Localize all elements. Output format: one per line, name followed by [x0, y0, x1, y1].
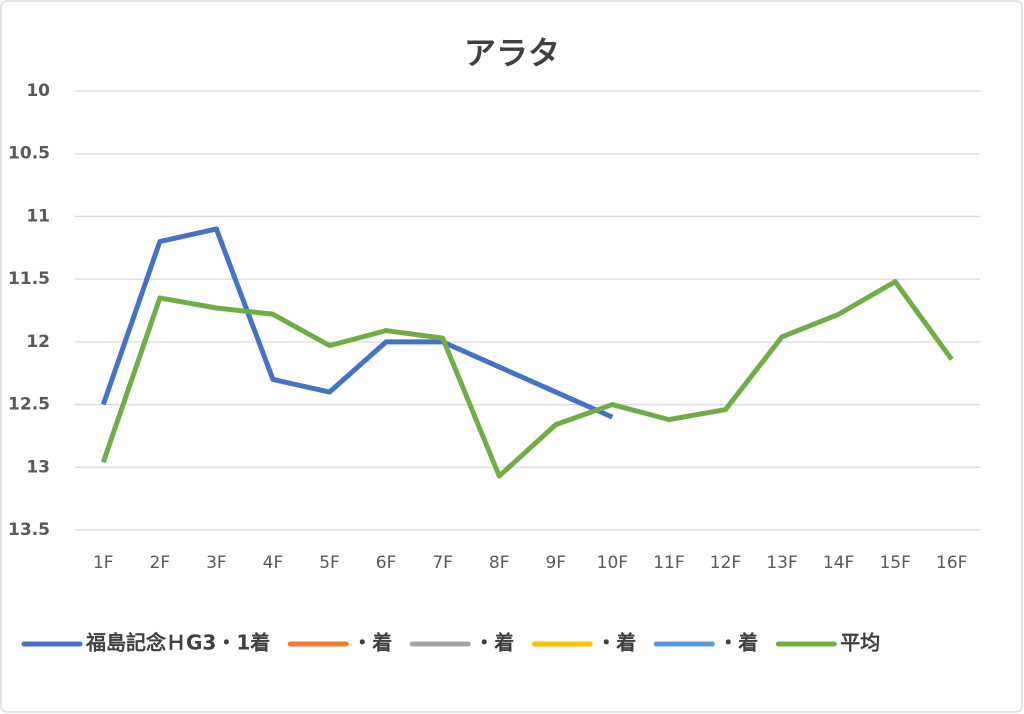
x-tick-label: 15F [879, 553, 910, 573]
y-tick-label: 11.5 [8, 269, 50, 289]
y-tick-label: 11 [26, 206, 50, 226]
x-tick-label: 7F [432, 553, 453, 573]
series-line [100, 226, 614, 420]
x-tick-label: 1F [93, 553, 114, 573]
legend-label: ・着 [352, 631, 392, 655]
x-tick-label: 13F [766, 553, 797, 573]
x-tick-label: 2F [150, 553, 171, 573]
x-tick-label: 12F [710, 553, 741, 573]
x-tick-label: 9F [545, 553, 566, 573]
y-tick-label: 10 [26, 81, 50, 101]
legend-label: ・着 [596, 631, 636, 655]
x-tick-label: 8F [489, 553, 510, 573]
legend-label: 福島記念ＨG3・1着 [85, 631, 270, 655]
y-tick-label: 12.5 [8, 395, 50, 415]
x-tick-label: 4F [263, 553, 284, 573]
x-tick-label: 10F [597, 553, 628, 573]
x-tick-label: 6F [376, 553, 397, 573]
y-tick-label: 13.5 [8, 520, 50, 540]
chart-title: アラタ [464, 34, 560, 72]
legend-label: 平均 [840, 631, 880, 655]
legend-label: ・着 [474, 631, 514, 655]
y-tick-label: 12 [26, 332, 50, 352]
x-tick-label: 11F [653, 553, 684, 573]
y-tick-label: 10.5 [8, 144, 50, 164]
legend-label: ・着 [718, 631, 758, 655]
x-tick-label: 16F [936, 553, 967, 573]
x-tick-label: 14F [823, 553, 854, 573]
series-line [100, 279, 954, 479]
x-tick-label: 3F [206, 553, 227, 573]
x-tick-label: 5F [319, 553, 340, 573]
y-tick-label: 13 [26, 457, 50, 477]
